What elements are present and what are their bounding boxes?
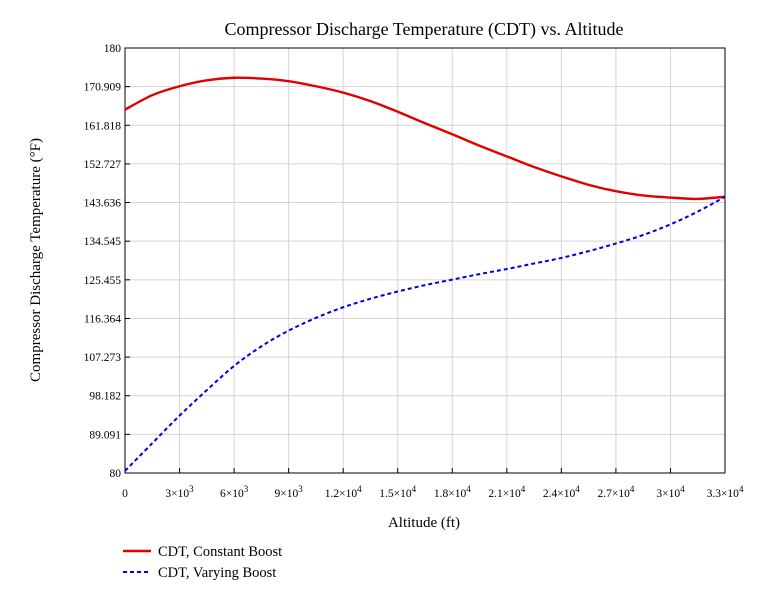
x-tick-label: 2.1×104 — [488, 484, 525, 500]
legend: CDT, Constant Boost CDT, Varying Boost — [123, 544, 282, 581]
x-tick-label: 9×103 — [275, 484, 304, 500]
y-tick-label: 143.636 — [84, 198, 122, 210]
y-tick-label: 134.545 — [84, 236, 122, 248]
y-tick-label: 161.818 — [84, 120, 122, 132]
y-tick-label: 107.273 — [84, 352, 122, 364]
x-axis-label: Altitude (ft) — [388, 515, 460, 531]
series-lines — [124, 76, 726, 472]
x-tick-label: 1.5×104 — [379, 484, 416, 500]
x-tick-label: 0 — [122, 488, 128, 500]
y-tick-label: 180 — [104, 43, 122, 55]
y-tick-label: 152.727 — [84, 159, 122, 171]
axis-ticks: 0 3×103 6×103 9×103 1.2×104 1.5×104 1.8×104 2.1… — [84, 43, 744, 500]
x-tick-label: 3×103 — [165, 484, 194, 500]
y-tick-label: 80 — [110, 468, 122, 480]
legend-label-varying-boost: CDT, Varying Boost — [158, 565, 276, 581]
grid — [125, 48, 725, 473]
y-tick-label: 98.182 — [89, 391, 121, 403]
x-tick-label: 2.7×104 — [597, 484, 634, 500]
plot-area-frame — [124, 47, 726, 474]
x-tick-label: 2.4×104 — [543, 484, 580, 500]
series-line-varying-boost — [124, 195, 726, 472]
series-line-constant-boost — [124, 76, 726, 201]
x-tick-label: 1.2×104 — [325, 484, 362, 500]
chart-title: Compressor Discharge Temperature (CDT) v… — [225, 19, 624, 40]
y-tick-label: 170.909 — [84, 82, 122, 94]
y-tick-label: 89.091 — [89, 429, 121, 441]
y-tick-label: 125.455 — [84, 275, 122, 287]
x-tick-label: 3.3×104 — [707, 484, 744, 500]
x-tick-label: 3×104 — [656, 484, 685, 500]
legend-label-constant-boost: CDT, Constant Boost — [158, 544, 282, 560]
y-tick-label: 116.364 — [84, 313, 121, 325]
x-tick-label: 1.8×104 — [434, 484, 471, 500]
x-tick-label: 6×103 — [220, 484, 249, 500]
y-axis-label: Compressor Discharge Temperature (°F) — [28, 138, 44, 382]
